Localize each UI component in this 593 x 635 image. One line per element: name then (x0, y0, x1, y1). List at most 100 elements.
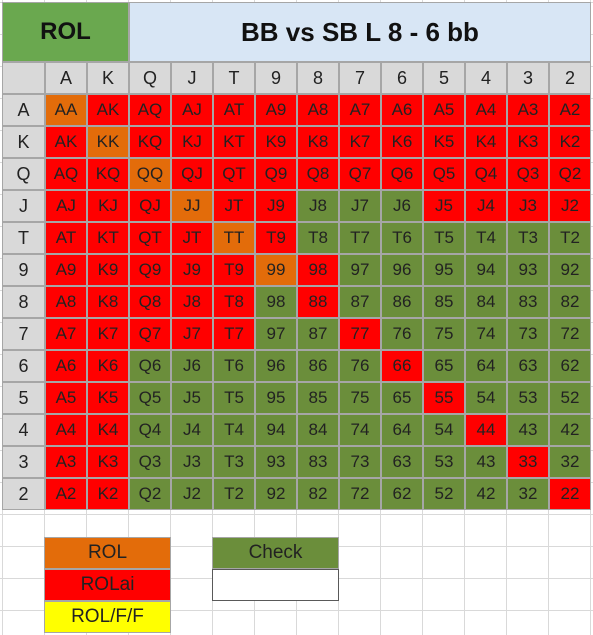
row-header: 5 (2, 382, 45, 414)
column-header: K (87, 62, 129, 94)
title-right: BB vs SB L 8 - 6 bb (129, 2, 591, 62)
hand-cell: J2 (549, 190, 591, 222)
hand-cell: KQ (129, 126, 171, 158)
hand-cell: J5 (423, 190, 465, 222)
hand-cell: A2 (549, 94, 591, 126)
hand-cell: KQ (87, 158, 129, 190)
column-header: 5 (423, 62, 465, 94)
hand-cell: 94 (465, 254, 507, 286)
hand-cell: 42 (465, 478, 507, 510)
hand-cell: 65 (423, 350, 465, 382)
legend-item: Check (212, 537, 339, 569)
column-header: 4 (465, 62, 507, 94)
hand-cell: AQ (45, 158, 87, 190)
hand-cell: 62 (549, 350, 591, 382)
hand-cell: 86 (381, 286, 423, 318)
hand-cell: QJ (129, 190, 171, 222)
hand-cell: 85 (423, 286, 465, 318)
hand-cell: JT (213, 190, 255, 222)
hand-cell: 63 (381, 446, 423, 478)
hand-cell: A5 (423, 94, 465, 126)
hand-cell: T6 (381, 222, 423, 254)
hand-cell: KT (213, 126, 255, 158)
hand-cell: T7 (213, 318, 255, 350)
hand-cell: 76 (339, 350, 381, 382)
hand-cell: 64 (381, 414, 423, 446)
hand-cell: 43 (507, 414, 549, 446)
row-header: 3 (2, 446, 45, 478)
hand-cell: 97 (339, 254, 381, 286)
hand-cell: 85 (297, 382, 339, 414)
hand-cell: 93 (507, 254, 549, 286)
hand-cell: 83 (297, 446, 339, 478)
hand-cell: Q8 (297, 158, 339, 190)
row-header: 6 (2, 350, 45, 382)
column-header: 9 (255, 62, 297, 94)
column-header: 8 (297, 62, 339, 94)
hand-cell: T2 (213, 478, 255, 510)
column-header: T (213, 62, 255, 94)
hand-cell: K7 (339, 126, 381, 158)
hand-cell: 88 (297, 286, 339, 318)
column-header: Q (129, 62, 171, 94)
hand-cell: T7 (339, 222, 381, 254)
legend-item: ROL (44, 537, 171, 569)
hand-cell: K2 (87, 478, 129, 510)
row-header: 9 (2, 254, 45, 286)
hand-cell: AT (213, 94, 255, 126)
hand-cell: 99 (255, 254, 297, 286)
hand-cell: Q7 (129, 318, 171, 350)
hand-cell: J7 (171, 318, 213, 350)
hand-cell: A7 (45, 318, 87, 350)
row-header: 7 (2, 318, 45, 350)
hand-cell: 75 (339, 382, 381, 414)
hand-cell: AJ (45, 190, 87, 222)
hand-cell: 92 (549, 254, 591, 286)
hand-cell: Q9 (255, 158, 297, 190)
hand-cell: 76 (381, 318, 423, 350)
hand-cell: K5 (87, 382, 129, 414)
title-left: ROL (2, 2, 129, 62)
hand-cell: 96 (255, 350, 297, 382)
column-header: J (171, 62, 213, 94)
hand-cell: JT (171, 222, 213, 254)
hand-cell: 53 (507, 382, 549, 414)
hand-cell: 32 (549, 446, 591, 478)
hand-cell: 65 (381, 382, 423, 414)
hand-cell: JJ (171, 190, 213, 222)
hand-cell: 94 (255, 414, 297, 446)
hand-cell: T5 (213, 382, 255, 414)
hand-cell: T3 (507, 222, 549, 254)
hand-cell: 33 (507, 446, 549, 478)
hand-cell: 54 (423, 414, 465, 446)
hand-cell: T4 (465, 222, 507, 254)
hand-cell: 63 (507, 350, 549, 382)
hand-cell: J6 (171, 350, 213, 382)
hand-cell: K4 (465, 126, 507, 158)
hand-cell: AA (45, 94, 87, 126)
hand-cell: 73 (339, 446, 381, 478)
hand-cell: K5 (423, 126, 465, 158)
hand-cell: J8 (297, 190, 339, 222)
hand-cell: T9 (213, 254, 255, 286)
hand-cell: A2 (45, 478, 87, 510)
hand-cell: 22 (549, 478, 591, 510)
hand-cell: AQ (129, 94, 171, 126)
hand-cell: 74 (465, 318, 507, 350)
hand-cell: 95 (255, 382, 297, 414)
hand-cell: AJ (171, 94, 213, 126)
hand-cell: A6 (45, 350, 87, 382)
hand-cell: 55 (423, 382, 465, 414)
hand-cell: T8 (213, 286, 255, 318)
hand-cell: KK (87, 126, 129, 158)
hand-cell: 82 (297, 478, 339, 510)
hand-cell: J6 (381, 190, 423, 222)
hand-cell: K3 (507, 126, 549, 158)
hand-cell: 53 (423, 446, 465, 478)
hand-cell: J2 (171, 478, 213, 510)
hand-cell: Q7 (339, 158, 381, 190)
hand-cell: K2 (549, 126, 591, 158)
hand-cell: A3 (507, 94, 549, 126)
hand-cell: A4 (45, 414, 87, 446)
hand-cell: 42 (549, 414, 591, 446)
